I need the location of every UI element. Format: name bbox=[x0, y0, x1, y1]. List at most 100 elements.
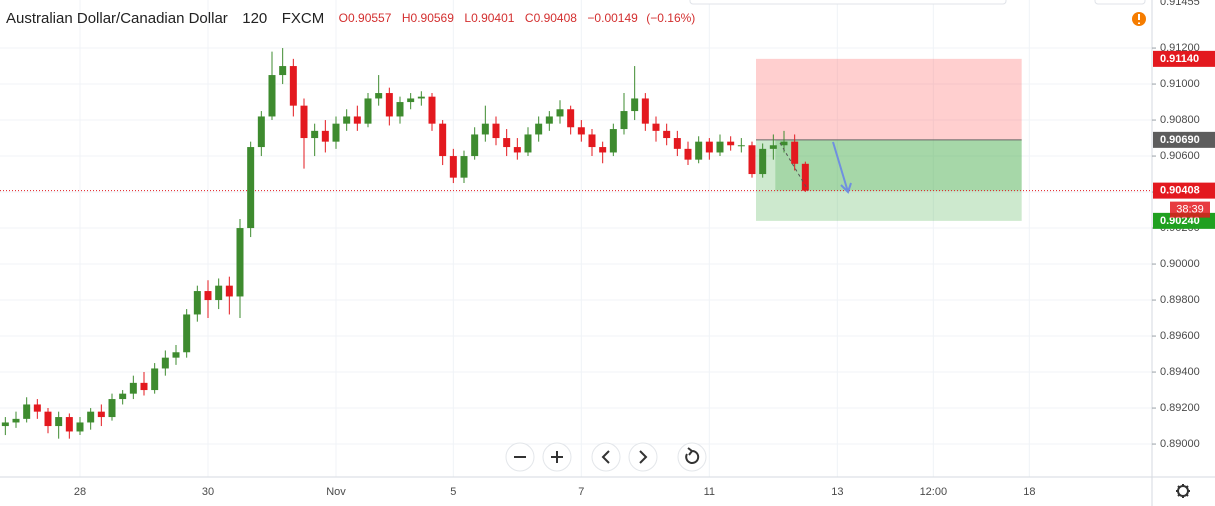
candle-body bbox=[1, 422, 9, 427]
candles bbox=[1, 48, 809, 439]
y-tick-label: 0.89400 bbox=[1160, 366, 1200, 378]
countdown: 38:39 bbox=[1176, 204, 1204, 216]
candle-body bbox=[140, 382, 148, 391]
candle-body bbox=[108, 399, 116, 418]
candle-body bbox=[492, 123, 500, 139]
candle-body bbox=[545, 116, 553, 124]
candle-body bbox=[247, 147, 255, 229]
source: FXCM bbox=[282, 10, 325, 27]
ohlc-label: H bbox=[402, 11, 411, 25]
last-price-label: 0.90408 bbox=[1160, 185, 1200, 197]
candle-body bbox=[236, 228, 244, 297]
top-toolbar[interactable] bbox=[689, 0, 1007, 5]
candle-body bbox=[588, 134, 596, 148]
candle-body bbox=[439, 123, 447, 157]
ohlc-value: 0.90569 bbox=[411, 11, 455, 25]
candle-body bbox=[65, 417, 73, 432]
y-tick-label: 0.89800 bbox=[1160, 294, 1200, 306]
candle-body bbox=[279, 66, 287, 76]
position-badge bbox=[1153, 131, 1215, 148]
y-tick-label: 0.89600 bbox=[1160, 330, 1200, 342]
candle-body bbox=[119, 393, 127, 400]
candle-body bbox=[577, 127, 585, 135]
target-zone bbox=[756, 139, 1022, 221]
change-percent: (−0.16%) bbox=[646, 11, 695, 25]
candle-body bbox=[33, 404, 41, 412]
position-badge bbox=[1153, 50, 1215, 67]
candle-body bbox=[396, 102, 404, 117]
candle-body bbox=[471, 134, 479, 157]
candle-body bbox=[204, 291, 212, 301]
candle-body bbox=[684, 148, 692, 160]
ohlc-value: 0.90401 bbox=[471, 11, 515, 25]
candle-body bbox=[737, 145, 745, 147]
candle-body bbox=[556, 109, 564, 117]
candle-body bbox=[780, 141, 788, 146]
ohlc-value: 0.90408 bbox=[534, 11, 578, 25]
candle-body bbox=[161, 357, 169, 369]
candle-body bbox=[225, 285, 233, 297]
x-tick-label: 30 bbox=[202, 486, 214, 498]
candle-body bbox=[567, 109, 575, 128]
warning-icon[interactable] bbox=[1132, 12, 1146, 26]
x-tick-label: 18 bbox=[1023, 486, 1035, 498]
candle-body bbox=[428, 96, 436, 124]
position-tool bbox=[0, 58, 1152, 221]
last-price-badge bbox=[1153, 182, 1215, 199]
candle-body bbox=[311, 130, 319, 139]
candle-body bbox=[129, 382, 137, 394]
candle-body bbox=[673, 138, 681, 149]
top-button[interactable] bbox=[1094, 0, 1146, 5]
zoom-in-button[interactable] bbox=[542, 442, 572, 472]
zoom-out-button[interactable] bbox=[505, 442, 535, 472]
candle-body bbox=[407, 98, 415, 103]
change: −0.00149 bbox=[587, 11, 638, 25]
candle-body bbox=[55, 417, 63, 427]
candle-body bbox=[524, 134, 532, 153]
candle-body bbox=[481, 123, 489, 135]
candle-body bbox=[385, 93, 393, 117]
position-label: 0.91140 bbox=[1160, 53, 1199, 65]
reset-button[interactable] bbox=[677, 442, 707, 472]
candle-body bbox=[44, 411, 52, 427]
candle-body bbox=[513, 147, 521, 153]
grid bbox=[0, 0, 1152, 477]
projection-arrow bbox=[832, 141, 852, 194]
ohlc-label: L bbox=[464, 11, 471, 25]
y-tick-label: 0.91000 bbox=[1160, 78, 1200, 90]
candle-body bbox=[375, 93, 383, 99]
symbol: Australian Dollar/Canadian Dollar bbox=[6, 10, 228, 27]
ohlc-label: O bbox=[339, 11, 348, 25]
x-tick-label: 11 bbox=[704, 486, 715, 498]
candle-body bbox=[716, 141, 724, 153]
candle-body bbox=[748, 145, 756, 175]
countdown-badge bbox=[1170, 201, 1210, 218]
candle-body bbox=[12, 418, 20, 423]
candle-body bbox=[460, 156, 468, 178]
interval: 120 bbox=[242, 10, 267, 27]
candle-body bbox=[417, 96, 425, 99]
settings-icon[interactable] bbox=[1176, 484, 1190, 498]
candle-body bbox=[97, 411, 105, 418]
candle-body bbox=[215, 285, 223, 301]
open-profit-zone bbox=[775, 139, 1022, 191]
header: Australian Dollar/Canadian Dollar 120 FX… bbox=[6, 10, 695, 27]
candle-body bbox=[663, 130, 671, 139]
candle-body bbox=[183, 314, 191, 353]
candle-body bbox=[631, 98, 639, 112]
candle-body bbox=[364, 98, 372, 124]
x-tick-label: 5 bbox=[450, 486, 456, 498]
x-tick-label: 13 bbox=[831, 486, 843, 498]
y-tick-label: 0.89200 bbox=[1160, 402, 1200, 414]
scroll-right-button[interactable] bbox=[628, 442, 658, 472]
candle-body bbox=[791, 141, 799, 164]
candle-body bbox=[620, 111, 628, 130]
y-tick-label: 0.90000 bbox=[1160, 258, 1200, 270]
stop-zone bbox=[756, 58, 1022, 140]
x-tick-label: 12:00 bbox=[920, 486, 948, 498]
scroll-left-button[interactable] bbox=[591, 442, 621, 472]
candle-body bbox=[609, 129, 617, 153]
